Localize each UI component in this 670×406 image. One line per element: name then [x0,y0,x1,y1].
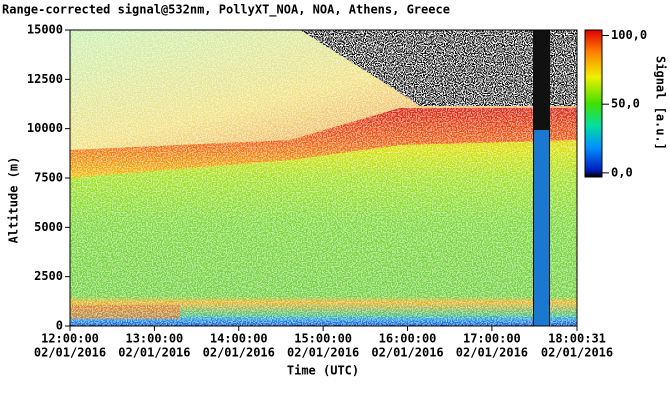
y-tick-label: 15000 [27,23,63,37]
y-tick-label: 0 [56,319,63,333]
colorbar [584,29,603,178]
heatmap-gap [534,130,549,326]
x-tick-label: 15:00:00 [294,332,352,346]
y-axis-label: Altitude (m) [7,157,21,244]
y-tick-label: 2500 [34,269,63,283]
heatmap [70,30,577,326]
colorbar-tick-label: 50,0 [611,97,640,111]
y-tick-label: 12500 [27,72,63,86]
y-tick-label: 5000 [34,220,63,234]
x-tick-label: 02/01/2016 [287,346,359,360]
x-axis-label: Time (UTC) [287,364,359,378]
x-tick-label: 12:00:00 [41,332,99,346]
colorbar-tick-label: 0,0 [611,165,633,179]
x-tick-label: 02/01/2016 [371,346,443,360]
y-tick-label: 7500 [34,171,63,185]
colorbar-label: Signal [a.u.] [654,56,668,150]
x-tick-label: 14:00:00 [210,332,268,346]
colorbar-tick-label: 100,0 [611,28,647,42]
x-tick-label: 18:00:31 [548,332,606,346]
y-tick-label: 10000 [27,121,63,135]
x-tick-label: 16:00:00 [379,332,437,346]
chart-title: Range-corrected signal@532nm, PollyXT_NO… [2,3,450,18]
x-tick-label: 02/01/2016 [34,346,106,360]
x-tick-label: 02/01/2016 [456,346,528,360]
x-tick-label: 02/01/2016 [118,346,190,360]
x-tick-label: 02/01/2016 [541,346,613,360]
x-tick-label: 13:00:00 [125,332,183,346]
x-tick-label: 02/01/2016 [203,346,275,360]
x-tick-label: 17:00:00 [463,332,521,346]
